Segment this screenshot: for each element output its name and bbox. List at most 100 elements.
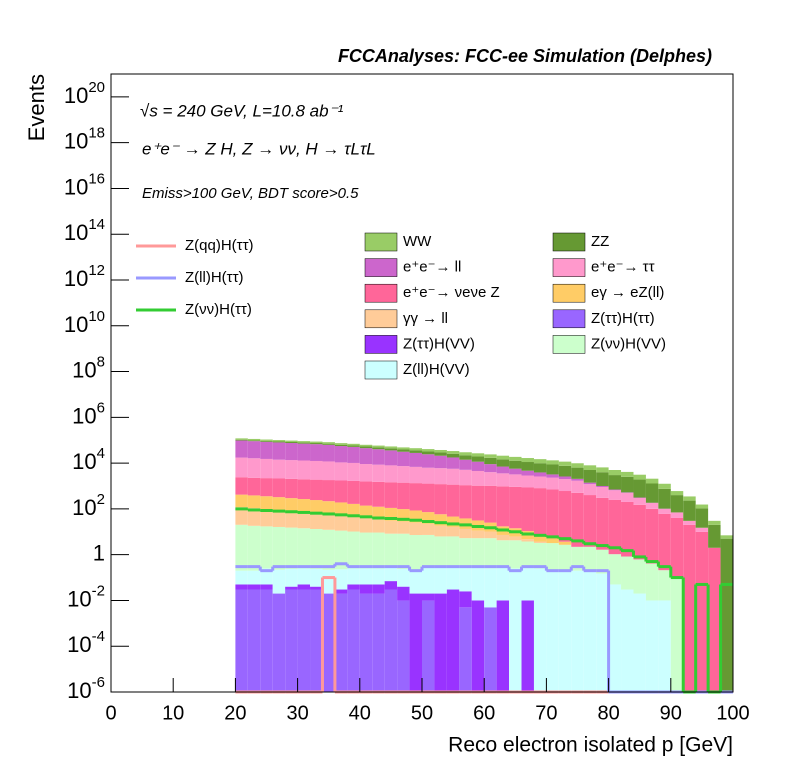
- histogram-bar: [596, 467, 609, 473]
- histogram-bar: [409, 448, 422, 451]
- histogram-bar: [484, 531, 497, 539]
- histogram-bar: [347, 531, 360, 569]
- histogram-bar: [297, 512, 311, 529]
- histogram-bar: [471, 485, 485, 521]
- histogram-bar: [608, 475, 622, 490]
- histogram-bar: [446, 516, 460, 527]
- histogram-bar: [496, 459, 510, 467]
- histogram-bar: [621, 556, 634, 590]
- histogram-bar: [397, 533, 410, 569]
- histogram-bar: [533, 459, 547, 464]
- histogram-bar: [658, 488, 671, 509]
- histogram-bar: [558, 544, 572, 571]
- histogram-bar: [334, 444, 348, 447]
- histogram-bar: [446, 484, 460, 517]
- histogram-bar: [596, 487, 609, 498]
- histogram-bar: [334, 462, 348, 481]
- histogram-bar: [596, 573, 609, 692]
- histogram-bar: [434, 452, 447, 456]
- histogram-bar: [359, 532, 373, 569]
- histogram-bar: [546, 474, 559, 478]
- legend-label: Z(ll)H(ττ): [185, 269, 244, 286]
- legend-swatch: [364, 335, 398, 354]
- histogram-bar: [509, 468, 522, 475]
- histogram-bar: [372, 532, 385, 569]
- histogram-bar: [322, 443, 335, 445]
- histogram-bar: [384, 448, 398, 451]
- histogram-bar: [347, 589, 360, 692]
- histogram-bar: [297, 441, 311, 443]
- x-tick-label: 50: [411, 702, 433, 724]
- histogram-bar: [521, 462, 534, 471]
- histogram-bar: [347, 462, 360, 481]
- histogram-bar: [260, 440, 273, 442]
- histogram-bar: [272, 459, 286, 479]
- histogram-bar: [297, 460, 311, 480]
- histogram-bar: [359, 593, 373, 692]
- histogram-bar: [422, 523, 435, 535]
- x-tick-label: 20: [224, 702, 246, 724]
- histogram-bar: [247, 570, 261, 585]
- legend-swatch: [364, 258, 398, 277]
- histogram-bar: [446, 536, 460, 568]
- histogram-bar: [434, 536, 447, 568]
- y-tick-label: 1012: [64, 262, 105, 291]
- histogram-bar: [571, 463, 584, 468]
- histogram-bar: [645, 563, 659, 601]
- histogram-bar: [645, 483, 659, 503]
- histogram-bar: [658, 508, 671, 514]
- histogram-bar: [670, 517, 684, 578]
- histogram-bar: [384, 482, 398, 508]
- histogram-bar: [285, 443, 298, 461]
- legend-label: Z(ττ)H(VV): [403, 335, 475, 352]
- histogram-bar: [235, 440, 248, 458]
- legend-label: ZZ: [591, 233, 609, 250]
- histogram-bar: [422, 467, 435, 484]
- histogram-bar: [695, 527, 709, 532]
- histogram-bar: [235, 570, 248, 585]
- histogram-bar: [347, 446, 360, 463]
- histogram-bar: [359, 505, 373, 519]
- histogram-bar: [359, 464, 373, 482]
- y-tick-label: 1010: [64, 308, 105, 337]
- histogram-bar: [521, 487, 534, 532]
- histogram-bar: [484, 607, 497, 692]
- histogram-bar: [571, 546, 584, 571]
- histogram-bar: [422, 454, 435, 468]
- histogram-bar: [633, 559, 646, 594]
- histogram-bar: [608, 584, 622, 692]
- chart-title: FCCAnalyses: FCC-ee Simulation (Delphes): [338, 46, 712, 66]
- histogram-bar: [434, 468, 447, 485]
- histogram-bar: [297, 568, 311, 585]
- histogram-bar: [297, 589, 311, 692]
- histogram-bar: [459, 528, 472, 539]
- histogram-bar: [372, 568, 385, 585]
- histogram-bar: [310, 500, 323, 514]
- y-tick-label: 1016: [64, 170, 105, 199]
- histogram-bar: [484, 472, 497, 486]
- histogram-bar: [645, 600, 659, 692]
- histogram-bar: [347, 516, 360, 532]
- histogram-bar: [509, 536, 522, 541]
- histogram-bar: [272, 440, 286, 442]
- histogram-bar: [533, 463, 547, 473]
- histogram-bar: [285, 511, 298, 528]
- x-tick-label: 100: [716, 702, 749, 724]
- y-tick-label: 102: [72, 491, 105, 520]
- histogram-bar: [372, 481, 385, 507]
- histogram-bar: [596, 497, 609, 550]
- histogram-bar: [533, 534, 547, 542]
- legend-swatch: [552, 283, 586, 303]
- histogram-bar: [720, 535, 733, 539]
- histogram-bar: [272, 497, 286, 511]
- histogram-bar: [509, 540, 522, 569]
- histogram-bar: [272, 526, 286, 570]
- histogram-bar: [310, 460, 323, 480]
- histogram-bar: [434, 455, 447, 469]
- histogram-bar: [384, 450, 398, 466]
- histogram-bar: [260, 509, 273, 527]
- histogram-bar: [558, 461, 572, 466]
- histogram-bar: [583, 465, 597, 470]
- histogram-bar: [633, 479, 646, 498]
- histogram-bar: [695, 531, 709, 692]
